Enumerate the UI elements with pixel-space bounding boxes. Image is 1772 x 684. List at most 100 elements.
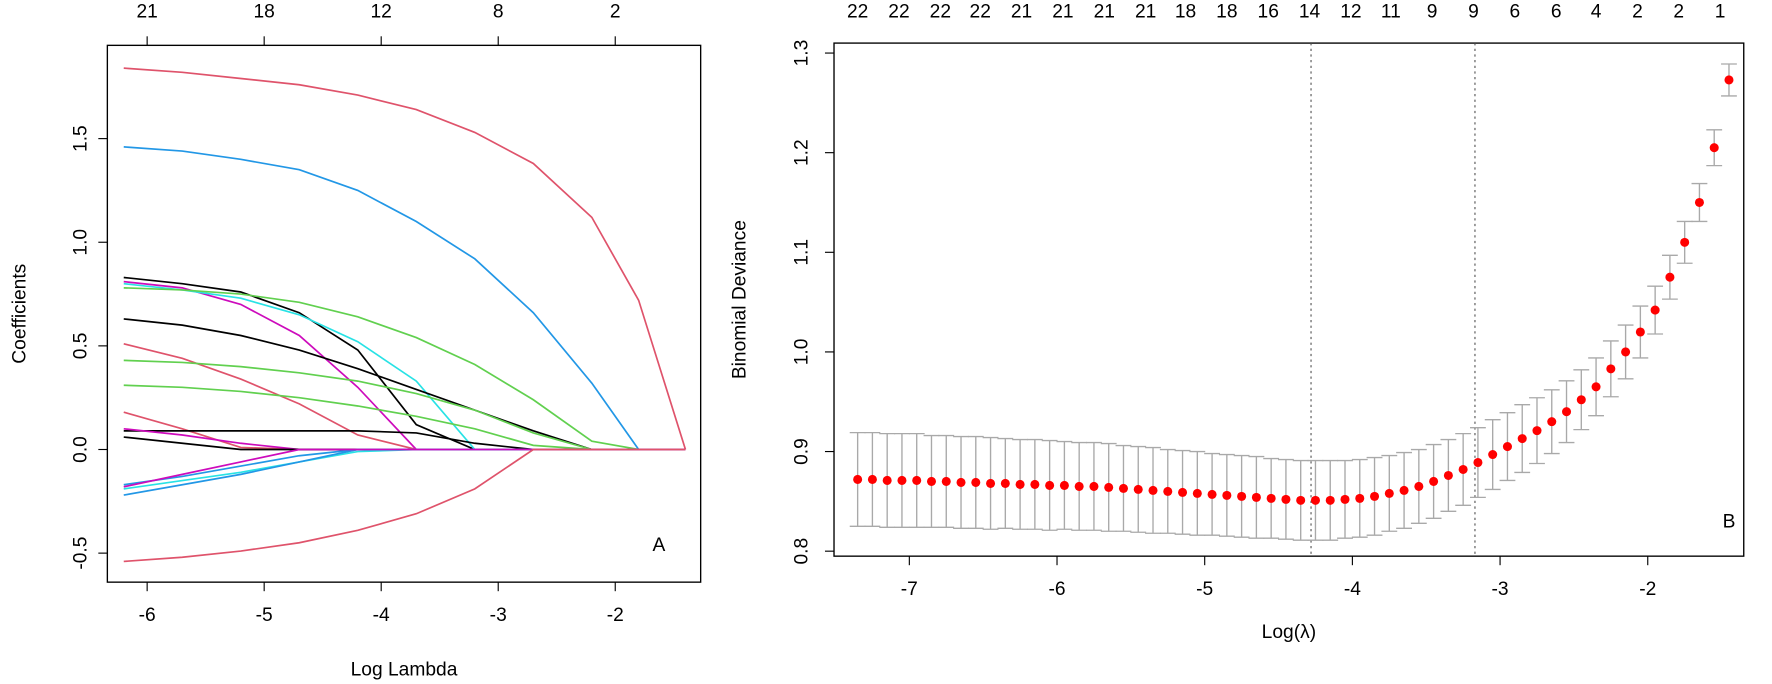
top-tick-label: 21 — [136, 2, 157, 23]
y-axis-label: Binomial Deviance — [729, 220, 750, 379]
point — [1458, 464, 1468, 475]
point — [1709, 143, 1719, 153]
x-tick-label: -5 — [1196, 579, 1213, 600]
y-tick-label: 1.3 — [791, 40, 812, 67]
top-tick-label: 16 — [1258, 2, 1279, 23]
x-tick-label: -2 — [1639, 579, 1656, 600]
coefficient-path — [123, 384, 686, 451]
top-tick-label: 14 — [1299, 2, 1321, 23]
top-tick-label: 2 — [1673, 2, 1684, 23]
point — [882, 475, 892, 485]
point — [1650, 305, 1660, 315]
panel: -6 -5 -4 -3 -2 -0.5 0.0 0.5 1.0 1.5 21 18 12 8 2 Log La… — [9, 2, 702, 680]
point — [1074, 481, 1084, 491]
point — [1694, 197, 1704, 208]
x-tick-label: -5 — [256, 605, 273, 626]
plot-frame — [833, 42, 1745, 557]
y-tick-label: 0.9 — [791, 438, 812, 465]
point — [1266, 493, 1276, 503]
point — [1089, 481, 1099, 491]
point — [1222, 490, 1232, 500]
point — [1207, 489, 1217, 499]
top-tick-label: 1 — [1715, 2, 1726, 23]
top-tick-label: 6 — [1551, 2, 1562, 23]
point — [926, 476, 937, 486]
top-tick-label: 8 — [493, 2, 504, 23]
panel: -7 -6 -5 -4 -3 -20.80.91.01.11.21.322 22 22 22 21… — [729, 2, 1745, 643]
top-tick-label: 21 — [1052, 2, 1073, 23]
top-tick-label: 22 — [847, 2, 868, 23]
point — [1163, 486, 1173, 496]
point — [1606, 364, 1616, 374]
top-tick-label: 9 — [1468, 2, 1479, 23]
top-tick-label: 21 — [1011, 2, 1032, 23]
y-tick-label: 1.2 — [791, 139, 812, 166]
coefficient-path — [123, 286, 686, 451]
coefficient-path — [123, 318, 686, 451]
top-tick-label: 21 — [1094, 2, 1115, 23]
coefficient-path — [123, 146, 686, 451]
y-tick-label: 0.0 — [70, 436, 91, 463]
point — [867, 474, 877, 484]
x-tick-label: -3 — [1492, 579, 1509, 600]
point — [1665, 272, 1675, 282]
top-tick-label: 11 — [1381, 2, 1401, 23]
point — [1178, 487, 1188, 497]
point — [1045, 480, 1055, 490]
point — [897, 475, 907, 485]
x-tick-label: -6 — [139, 605, 156, 626]
point — [986, 478, 996, 488]
point — [956, 477, 966, 487]
top-tick-label: 9 — [1427, 2, 1438, 23]
point — [1355, 493, 1365, 503]
coefficient-path — [123, 280, 686, 451]
y-tick-label: 0.8 — [791, 538, 812, 565]
top-tick-label: 18 — [253, 2, 274, 23]
point — [1414, 481, 1424, 491]
top-tick-label: 4 — [1591, 2, 1602, 23]
y-tick-label: 1.1 — [791, 239, 812, 266]
top-tick-label: 22 — [970, 2, 991, 23]
point — [1680, 237, 1690, 247]
point — [1384, 488, 1394, 498]
top-tick-label: 2 — [1632, 2, 1643, 23]
point — [1532, 426, 1542, 436]
point — [1547, 417, 1557, 427]
point — [1133, 484, 1143, 494]
point — [1591, 382, 1601, 392]
y-tick-label: -0.5 — [70, 537, 91, 570]
point — [1118, 483, 1128, 493]
x-tick-label: -4 — [373, 605, 390, 626]
point — [1429, 476, 1439, 486]
coefficient-path — [123, 448, 686, 488]
y-axis-label: Coefficients — [9, 264, 30, 364]
y-tick-label: 1.5 — [70, 125, 91, 152]
point — [912, 475, 922, 485]
top-tick-label: 6 — [1509, 2, 1520, 23]
y-tick-label: 1.0 — [70, 229, 91, 256]
point — [853, 474, 863, 484]
point — [1562, 407, 1572, 417]
point — [1621, 347, 1631, 357]
panel-annotation: A — [652, 535, 665, 556]
point — [1635, 327, 1645, 337]
point — [1517, 434, 1527, 444]
point — [1059, 480, 1069, 490]
x-tick-label: -3 — [490, 605, 507, 626]
point — [1724, 75, 1734, 85]
top-tick-label: 22 — [888, 2, 909, 23]
top-tick-label: 2 — [610, 2, 621, 23]
x-axis-label: Log Lambda — [351, 659, 458, 680]
point — [1576, 395, 1586, 405]
point — [1310, 495, 1320, 505]
point — [1296, 495, 1306, 505]
x-tick-label: -2 — [607, 605, 624, 626]
top-tick-label: 22 — [930, 2, 951, 23]
y-tick-label: 0.5 — [70, 333, 91, 360]
point — [1502, 442, 1512, 452]
point — [1488, 450, 1498, 460]
point — [1399, 485, 1409, 495]
x-axis-label: Log(λ) — [1262, 622, 1316, 643]
